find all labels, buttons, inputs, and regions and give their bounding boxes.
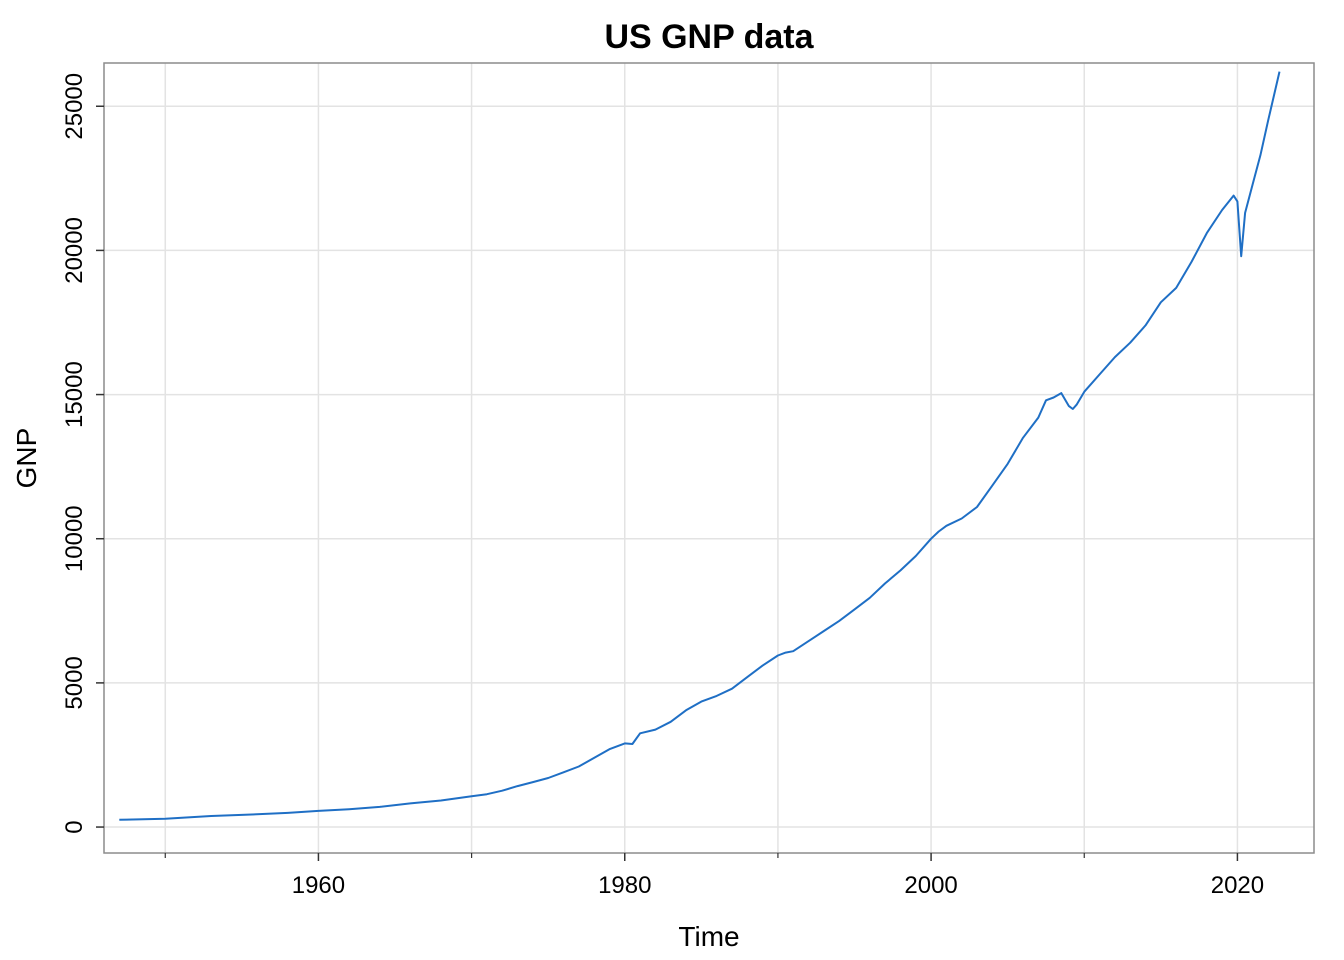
gnp-series-line <box>119 71 1281 821</box>
y-tick-label: 25000 <box>61 73 88 140</box>
grid-lines <box>104 63 1314 853</box>
x-axis-label: Time <box>678 921 739 952</box>
x-tick-label: 2000 <box>904 872 957 899</box>
y-tick-label: 5000 <box>61 656 88 709</box>
y-axis-label: GNP <box>11 428 42 489</box>
x-tick-label: 1960 <box>292 872 345 899</box>
y-tick-label: 20000 <box>61 217 88 284</box>
x-axis-ticks: 1960 1980 2000 2020 <box>164 853 1264 899</box>
y-tick-label: 15000 <box>61 361 88 428</box>
y-tick-label: 0 <box>61 820 88 833</box>
y-tick-label: 10000 <box>61 505 88 572</box>
chart-title: US GNP data <box>604 18 814 56</box>
x-tick-label: 1980 <box>598 872 651 899</box>
y-axis-ticks: 0 5000 10000 15000 20000 25000 <box>61 73 104 834</box>
plot-frame <box>103 62 1315 854</box>
x-tick-label: 2020 <box>1211 872 1264 899</box>
